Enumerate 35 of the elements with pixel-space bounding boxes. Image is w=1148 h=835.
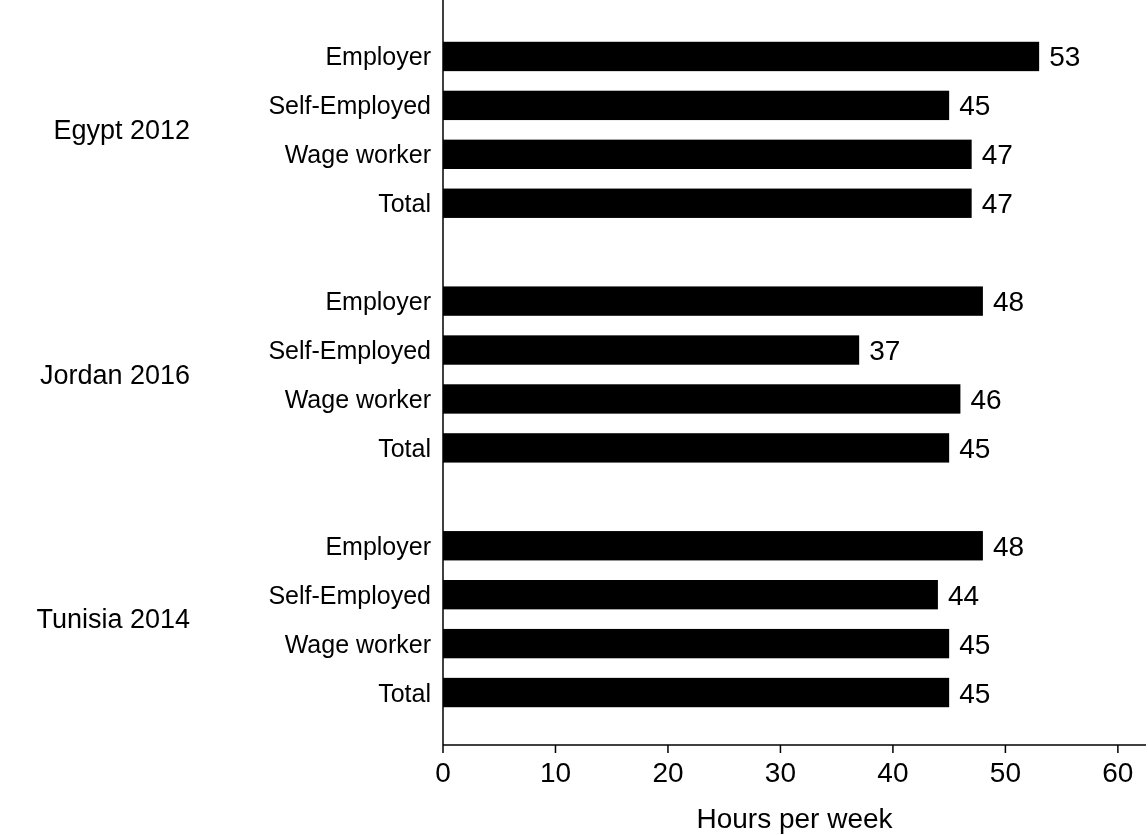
y-tick-label: Employer [325, 287, 431, 316]
y-tick-label: Self-Employed [268, 91, 431, 120]
y-tick-label: Total [378, 678, 431, 707]
x-tick-label: 20 [652, 757, 684, 788]
x-tick-label: 40 [877, 757, 909, 788]
y-tick-label: Employer [325, 531, 431, 560]
data-label: 53 [1049, 41, 1081, 73]
x-tick-label: 10 [539, 757, 572, 788]
y-tick-label: Wage worker [284, 629, 431, 658]
data-label: 45 [959, 628, 991, 660]
y-tick-label: Self-Employed [268, 336, 431, 365]
data-label: 46 [970, 383, 1002, 415]
data-label: 48 [992, 530, 1025, 562]
data-label: 47 [981, 188, 1013, 220]
y-tick-label: Self-Employed [268, 580, 431, 609]
y-tick-label: Total [378, 433, 431, 462]
x-tick-label: 30 [764, 757, 797, 788]
y-tick-label: Wage worker [284, 384, 431, 413]
y-tick-label: Wage worker [284, 140, 431, 169]
x-axis-title: Hours per week [696, 803, 894, 834]
data-label: 44 [947, 579, 980, 611]
x-tick-label: 0 [435, 757, 451, 788]
text: Jordan 2016 [39, 359, 190, 390]
text: Egypt 2012 [53, 114, 190, 145]
text: Tunisia 2014 [36, 604, 190, 635]
y-tick-label: Total [378, 189, 431, 218]
x-tick-label: 60 [1102, 757, 1134, 788]
x-tick-label: 50 [989, 757, 1021, 788]
y-tick-label: Employer [325, 42, 431, 71]
data-label: 47 [981, 139, 1013, 171]
data-label: 45 [959, 432, 991, 464]
data-label: 48 [992, 286, 1025, 318]
data-label: 45 [959, 90, 991, 122]
data-label: 45 [959, 677, 991, 709]
data-label: 37 [869, 335, 901, 367]
